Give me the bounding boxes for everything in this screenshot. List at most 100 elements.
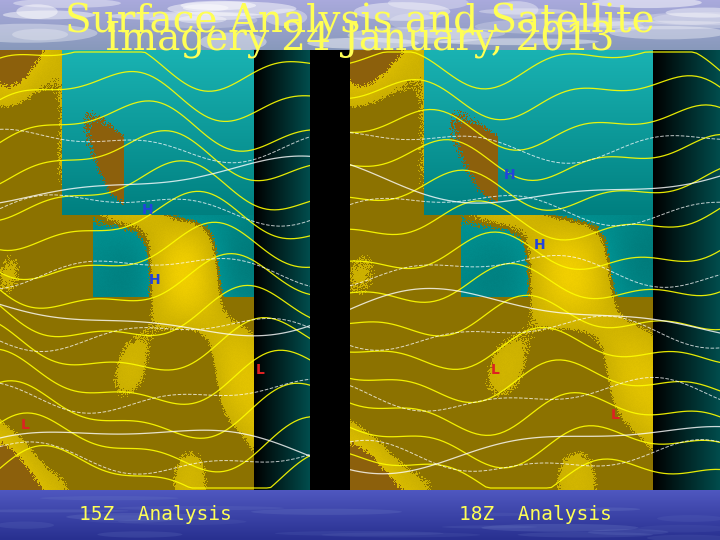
Bar [0,18,720,20]
Ellipse shape [638,525,720,532]
Bar [0,509,720,510]
Ellipse shape [388,0,469,10]
Bar [0,3,720,5]
Text: H: H [142,203,154,217]
Ellipse shape [647,535,720,540]
Bar [0,3,720,4]
Bar [0,510,720,511]
Bar [0,26,720,28]
Ellipse shape [348,27,492,44]
Bar [0,526,720,528]
Bar [0,531,720,533]
Bar [0,5,720,7]
Ellipse shape [494,1,539,19]
Bar [0,29,720,30]
Ellipse shape [275,531,444,536]
Text: L: L [611,408,619,422]
Ellipse shape [0,509,129,512]
Bar [0,512,720,514]
Ellipse shape [474,18,644,35]
Bar [0,516,720,518]
Bar [0,23,720,24]
Ellipse shape [167,2,297,16]
Bar [0,505,720,507]
Bar [0,28,720,29]
Bar [0,504,720,506]
Ellipse shape [653,12,720,25]
Bar [0,17,720,18]
Ellipse shape [79,515,174,523]
Bar [0,39,720,41]
Text: 15Z  Analysis: 15Z Analysis [78,505,231,524]
Bar [0,10,720,11]
Bar [0,501,720,502]
Bar [0,502,720,503]
Text: Imagery 24 January, 2013: Imagery 24 January, 2013 [105,21,615,59]
Bar [0,489,720,491]
Bar [0,16,720,17]
Ellipse shape [636,13,720,25]
Bar [0,529,720,530]
Text: H: H [534,238,546,252]
Bar [0,537,720,539]
Bar [0,492,720,494]
Ellipse shape [482,524,639,532]
Bar [0,22,720,23]
Ellipse shape [552,17,644,26]
Bar [0,17,720,19]
Ellipse shape [17,4,58,19]
Bar [0,1,720,2]
Bar [0,21,720,22]
Bar [0,490,720,492]
Ellipse shape [178,15,227,24]
Bar [0,510,720,512]
Bar [0,530,720,532]
Bar [0,42,720,43]
Ellipse shape [576,508,640,511]
Ellipse shape [0,24,97,43]
Ellipse shape [609,26,720,39]
Ellipse shape [66,513,209,521]
Text: Surface Analysis and Satellite: Surface Analysis and Satellite [66,3,654,41]
Bar [0,514,720,515]
Bar [0,11,720,13]
Bar [0,37,720,39]
Bar [310,50,350,490]
Bar [0,38,720,40]
Bar [0,535,720,536]
Ellipse shape [97,531,182,538]
Ellipse shape [251,509,402,515]
Ellipse shape [321,532,480,537]
Bar [0,32,720,34]
Bar [0,36,720,37]
Bar [0,25,720,27]
Ellipse shape [390,14,436,30]
Bar [0,503,720,504]
Bar [0,503,720,505]
Bar [0,44,720,45]
Ellipse shape [40,496,179,500]
Bar [0,24,720,25]
Bar [0,523,720,525]
Ellipse shape [354,2,450,21]
Bar [0,2,720,3]
Bar [0,49,720,50]
Bar [0,519,720,521]
Bar [0,522,720,523]
Bar [0,538,720,540]
Ellipse shape [593,0,702,8]
Bar [0,496,720,498]
Bar [0,37,720,38]
Ellipse shape [438,38,599,45]
Ellipse shape [665,8,720,18]
Ellipse shape [307,38,419,49]
Ellipse shape [442,525,537,529]
Bar [0,0,720,1]
Bar [0,518,720,520]
Bar [0,10,720,12]
Bar [0,498,720,500]
Bar [0,31,720,33]
Text: L: L [21,418,30,432]
Bar [0,4,720,6]
Bar [0,496,720,497]
